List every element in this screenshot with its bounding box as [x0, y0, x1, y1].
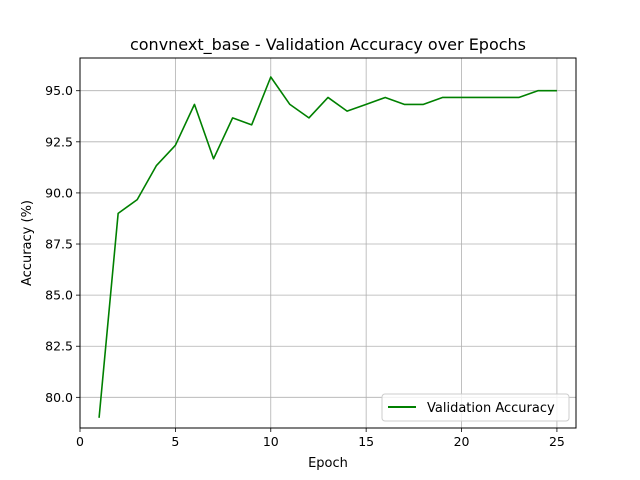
- x-tick-label: 0: [76, 434, 84, 449]
- y-tick-label: 92.5: [45, 134, 73, 149]
- x-tick-label: 20: [454, 434, 470, 449]
- y-tick-label: 82.5: [45, 339, 73, 354]
- x-tick-label: 5: [171, 434, 179, 449]
- legend: Validation Accuracy: [381, 393, 570, 422]
- y-tick-label: 85.0: [45, 288, 73, 303]
- legend-box: [381, 393, 570, 422]
- y-tick-label: 95.0: [45, 83, 73, 98]
- chart-title: convnext_base - Validation Accuracy over…: [130, 35, 526, 55]
- x-tick-label: 15: [358, 434, 374, 449]
- x-axis-label: Epoch: [308, 456, 348, 471]
- legend-label: Validation Accuracy: [427, 401, 555, 416]
- y-axis: 80.0 82.5 85.0 87.5 90.0 92.5 95.0: [45, 83, 80, 405]
- x-tick-label: 10: [263, 434, 279, 449]
- y-tick-label: 87.5: [45, 237, 73, 252]
- y-tick-label: 90.0: [45, 185, 73, 200]
- axes-frame: [79, 57, 577, 429]
- grid: [79, 58, 576, 428]
- y-axis-label: Accuracy (%): [20, 200, 35, 286]
- plot-area: [98, 76, 557, 418]
- series-line: [98, 76, 557, 418]
- x-tick-label: 25: [549, 434, 565, 449]
- x-axis: 0 5 10 15 20 25: [76, 428, 565, 449]
- y-tick-label: 80.0: [45, 390, 73, 405]
